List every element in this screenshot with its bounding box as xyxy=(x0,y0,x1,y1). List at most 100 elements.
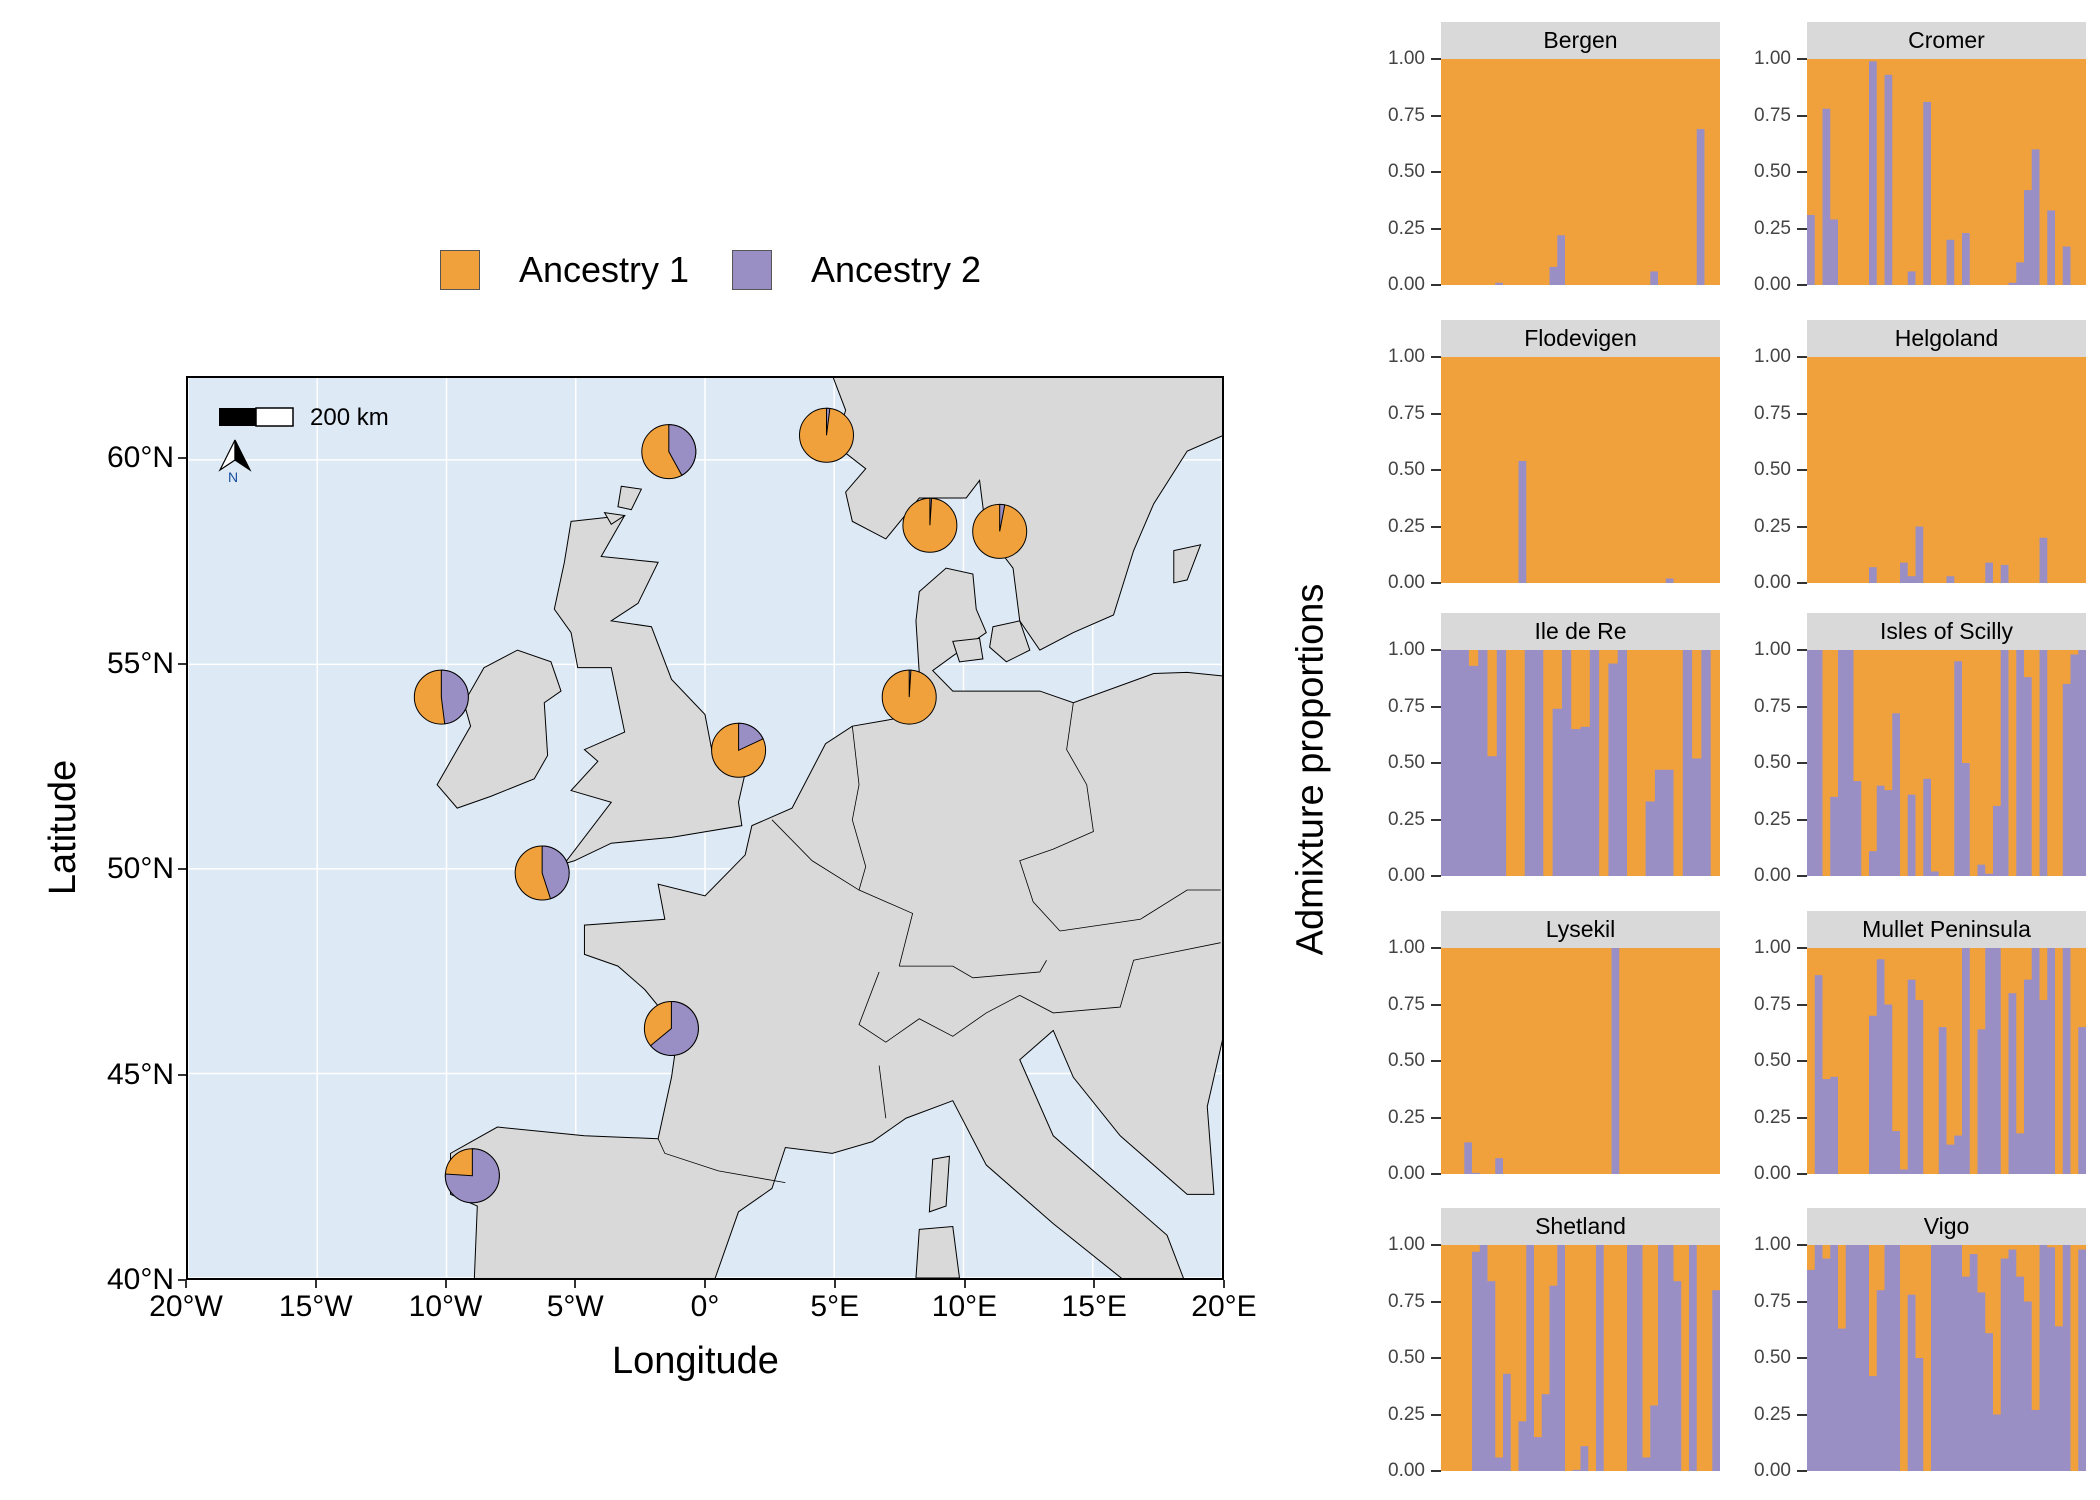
bar-ancestry-1 xyxy=(2000,357,2009,565)
bar-ancestry-1 xyxy=(1923,59,1932,102)
bar-ancestry-1 xyxy=(1876,1245,1885,1291)
land-gotland xyxy=(1174,545,1201,583)
panel-title: Mullet Peninsula xyxy=(1807,911,2086,948)
scale-bar: 200 km xyxy=(219,404,389,431)
bar-ancestry-1 xyxy=(1557,357,1566,583)
panel-y-tick-label: 1.00 xyxy=(1754,48,1791,69)
panel-y-tick-mark xyxy=(1431,171,1441,173)
bar-ancestry-2 xyxy=(1946,1245,1955,1471)
bar-ancestry-2 xyxy=(1977,1029,1986,1174)
bar-ancestry-1 xyxy=(1876,650,1885,786)
site-pie xyxy=(972,503,1028,559)
panel-y-tick-mark xyxy=(1431,947,1441,949)
y-tick-mark xyxy=(178,662,186,665)
bar-ancestry-1 xyxy=(2047,357,2056,583)
bar-ancestry-1 xyxy=(1658,357,1667,583)
bar-ancestry-1 xyxy=(1441,948,1450,1174)
bar-ancestry-1 xyxy=(1642,948,1651,1174)
bar-ancestry-1 xyxy=(1627,357,1636,583)
bar-ancestry-1 xyxy=(1515,650,1526,876)
x-tick-mark xyxy=(444,1280,447,1288)
bar-ancestry-1 xyxy=(1673,948,1682,1174)
land-funen xyxy=(953,638,983,661)
bar-ancestry-1 xyxy=(1830,59,1839,220)
bar-ancestry-2 xyxy=(1962,1276,1971,1471)
panel-y-tick-label: 0.25 xyxy=(1388,808,1425,830)
bar-ancestry-2 xyxy=(1869,61,1878,285)
bar-ancestry-2 xyxy=(1701,650,1712,876)
bar-ancestry-1 xyxy=(2078,357,2086,583)
bar-ancestry-1 xyxy=(1642,59,1651,285)
bar-ancestry-1 xyxy=(1588,948,1597,1174)
bar-ancestry-1 xyxy=(2024,1245,2033,1302)
land-ireland xyxy=(437,650,561,808)
bar-ancestry-1 xyxy=(1923,650,1932,779)
bar-ancestry-1 xyxy=(1993,1245,2002,1415)
bar-ancestry-1 xyxy=(1518,1245,1527,1422)
panel-y-tick-mark xyxy=(1431,284,1441,286)
bar-ancestry-1 xyxy=(1900,59,1909,285)
panel-y-tick-label: 1.00 xyxy=(1388,346,1425,367)
panel-y-tick-label: 0.50 xyxy=(1388,1050,1425,1071)
bar-ancestry-1 xyxy=(1534,948,1543,1174)
bar-ancestry-2 xyxy=(1962,948,1971,1174)
panel-y-tick-mark xyxy=(1797,114,1807,117)
bar-ancestry-1 xyxy=(2047,650,2056,876)
bar-ancestry-2 xyxy=(1487,1281,1496,1471)
panel-y-tick-label: 0.50 xyxy=(1754,1347,1791,1368)
bar-ancestry-2 xyxy=(1572,1469,1581,1471)
country-border xyxy=(859,972,1020,1042)
bar-ancestry-2 xyxy=(1814,1245,1823,1471)
bar-ancestry-1 xyxy=(2070,650,2079,655)
bar-ancestry-1 xyxy=(2047,59,2056,211)
land-sardinia xyxy=(916,1227,960,1278)
panel-y-tick-label: 0.75 xyxy=(1754,104,1791,126)
pie-slice-ancestry-2 xyxy=(440,669,469,725)
x-tick-mark xyxy=(185,1280,187,1288)
bar-ancestry-1 xyxy=(1822,1245,1831,1259)
bar-ancestry-1 xyxy=(1938,357,1947,583)
bar-ancestry-1 xyxy=(1962,650,1971,763)
bar-ancestry-2 xyxy=(1985,1333,1994,1471)
bar-ancestry-1 xyxy=(2016,357,2025,583)
bar-ancestry-2 xyxy=(1907,1294,1916,1471)
panel-y-tick-mark xyxy=(1431,1357,1441,1359)
bar-ancestry-1 xyxy=(2008,59,2017,283)
bar-ancestry-1 xyxy=(1681,357,1690,583)
bar-ancestry-1 xyxy=(2008,650,2017,876)
bar-ancestry-1 xyxy=(2055,948,2064,1174)
bar-ancestry-2 xyxy=(2047,948,2056,1174)
panel-y-tick-label: 0.25 xyxy=(1388,217,1425,239)
panel-y-tick-mark xyxy=(1431,1470,1441,1472)
bar-ancestry-2 xyxy=(1645,801,1656,876)
bar-ancestry-1 xyxy=(1977,948,1986,1030)
bar-ancestry-1 xyxy=(1441,1245,1450,1471)
country-border xyxy=(852,726,912,966)
y-axis-title: Latitude xyxy=(42,759,85,896)
bar-ancestry-2 xyxy=(1869,851,1878,876)
bar-ancestry-1 xyxy=(1915,650,1924,876)
bar-ancestry-1 xyxy=(1636,650,1646,876)
bar-ancestry-1 xyxy=(1822,59,1831,109)
bar-ancestry-1 xyxy=(1907,1245,1916,1295)
panel-y-tick-mark xyxy=(1431,525,1441,528)
panel-y-tick-mark xyxy=(1431,469,1441,471)
bar-ancestry-1 xyxy=(1603,1245,1612,1471)
bar-ancestry-2 xyxy=(1907,271,1916,285)
panel-y-tick-mark xyxy=(1431,582,1441,584)
bar-ancestry-1 xyxy=(1650,948,1659,1174)
site-pie xyxy=(641,424,697,480)
bar-ancestry-1 xyxy=(1876,948,1885,960)
bar-ancestry-1 xyxy=(1993,59,2002,285)
bar-ancestry-2 xyxy=(1884,74,1893,285)
bar-ancestry-2 xyxy=(1822,108,1831,285)
y-tick-label: 45°N xyxy=(106,1057,174,1091)
bar-ancestry-1 xyxy=(1549,59,1558,267)
bar-ancestry-1 xyxy=(2024,357,2033,583)
bar-ancestry-1 xyxy=(1689,357,1698,583)
panel-y-tick-label: 0.75 xyxy=(1388,1290,1425,1312)
panel-y-tick-mark xyxy=(1431,1060,1441,1062)
bar-ancestry-2 xyxy=(1969,1254,1978,1471)
x-tick-mark xyxy=(1093,1280,1096,1288)
bar-ancestry-2 xyxy=(1869,1376,1878,1471)
